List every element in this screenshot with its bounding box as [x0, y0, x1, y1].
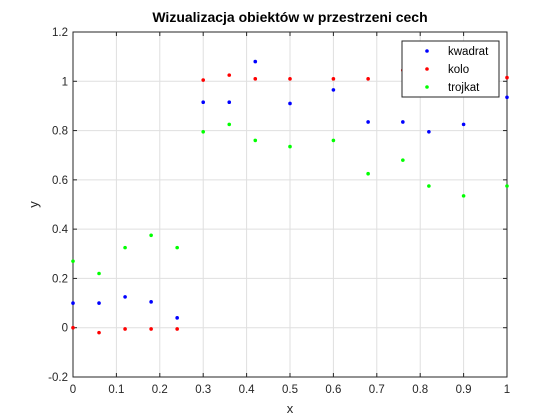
data-point-kolo [505, 75, 509, 80]
data-point-trojkat [227, 122, 232, 127]
data-point-trojkat [71, 259, 75, 263]
legend-box [401, 40, 500, 98]
data-point-kwadrat [253, 59, 258, 64]
data-point-kwadrat [71, 301, 75, 305]
data-point-trojkat [401, 158, 405, 162]
data-point-kwadrat [227, 100, 232, 105]
chart-title: Wizualizacja obiektów w przestrzeni cech [152, 9, 427, 25]
data-point-trojkat [427, 184, 431, 188]
data-point-kolo [97, 330, 101, 335]
data-point-kolo [331, 77, 336, 81]
data-point-trojkat [366, 171, 370, 176]
data-point-kolo [288, 77, 292, 81]
y-tick-label: 0.6 [52, 175, 68, 187]
data-point-trojkat [149, 233, 153, 238]
data-point-kwadrat [123, 295, 127, 299]
y-tick-label: 0.2 [52, 273, 68, 285]
data-point-kwadrat [427, 130, 431, 134]
x-tick-label: 1 [504, 384, 510, 396]
data-point-trojkat [201, 130, 205, 134]
data-point-kolo [71, 325, 75, 330]
data-point-kolo [253, 77, 258, 81]
data-point-kolo [227, 73, 232, 77]
y-tick-label: 1 [62, 76, 68, 88]
data-point-trojkat [253, 138, 258, 143]
data-point-trojkat [288, 144, 292, 149]
data-point-kwadrat [97, 301, 101, 305]
y-tick-label: 0.8 [52, 126, 68, 138]
data-point-kolo [123, 327, 127, 331]
legend-marker-trojkat [425, 85, 429, 89]
data-point-trojkat [175, 245, 179, 250]
x-axis-label: x [287, 401, 294, 416]
y-tick-label: 0 [62, 323, 68, 335]
data-point-kolo [175, 327, 179, 331]
data-point-kolo [366, 77, 370, 81]
y-tick-label: -0.2 [48, 372, 68, 384]
y-tick-label: 1.2 [52, 27, 68, 39]
y-axis-ticks: -0.2 0 0.2 0.4 0.6 0.8 1 1.2 [48, 27, 507, 384]
data-point-kwadrat [331, 88, 336, 92]
x-tick-label: 0.3 [195, 384, 211, 396]
x-tick-label: 0.7 [369, 384, 385, 396]
legend-marker-kolo [425, 67, 429, 71]
data-point-trojkat [331, 138, 336, 143]
y-axis-label: y [26, 201, 41, 208]
data-point-kwadrat [461, 122, 466, 127]
legend-label-kolo: kolo [448, 64, 469, 76]
legend-marker-kwadrat [425, 49, 429, 53]
data-point-kwadrat [401, 120, 405, 124]
data-point-kolo [201, 78, 205, 82]
x-tick-label: 0.1 [108, 384, 124, 396]
y-tick-label: 0.4 [52, 224, 69, 236]
series-kwadrat [71, 59, 509, 320]
data-point-trojkat [123, 245, 127, 250]
data-point-trojkat [461, 194, 466, 198]
data-point-trojkat [505, 184, 509, 188]
legend-label-kwadrat: kwadrat [448, 46, 489, 58]
data-points [71, 59, 509, 335]
x-tick-label: 0.6 [325, 384, 341, 396]
x-tick-label: 0.4 [239, 384, 256, 396]
x-tick-label: 0.8 [412, 384, 428, 396]
data-point-kwadrat [366, 120, 370, 124]
data-point-kolo [149, 327, 153, 331]
x-tick-label: 0.5 [282, 384, 298, 396]
data-point-kwadrat [288, 101, 292, 106]
x-axis-ticks: 0 0.1 0.2 0.3 0.4 0.5 0.6 0.7 0.8 0.9 1 [70, 32, 510, 396]
data-point-kwadrat [175, 316, 179, 320]
x-tick-label: 0.2 [152, 384, 168, 396]
data-point-kwadrat [201, 100, 205, 105]
x-tick-label: 0.9 [456, 384, 472, 396]
legend: kwadrat kolo trojkat [401, 40, 500, 98]
data-point-kwadrat [505, 95, 509, 100]
series-trojkat [71, 122, 509, 276]
legend-label-trojkat: trojkat [448, 82, 480, 94]
data-point-kwadrat [149, 300, 153, 304]
data-point-trojkat [97, 271, 101, 276]
x-tick-label: 0 [70, 384, 76, 396]
